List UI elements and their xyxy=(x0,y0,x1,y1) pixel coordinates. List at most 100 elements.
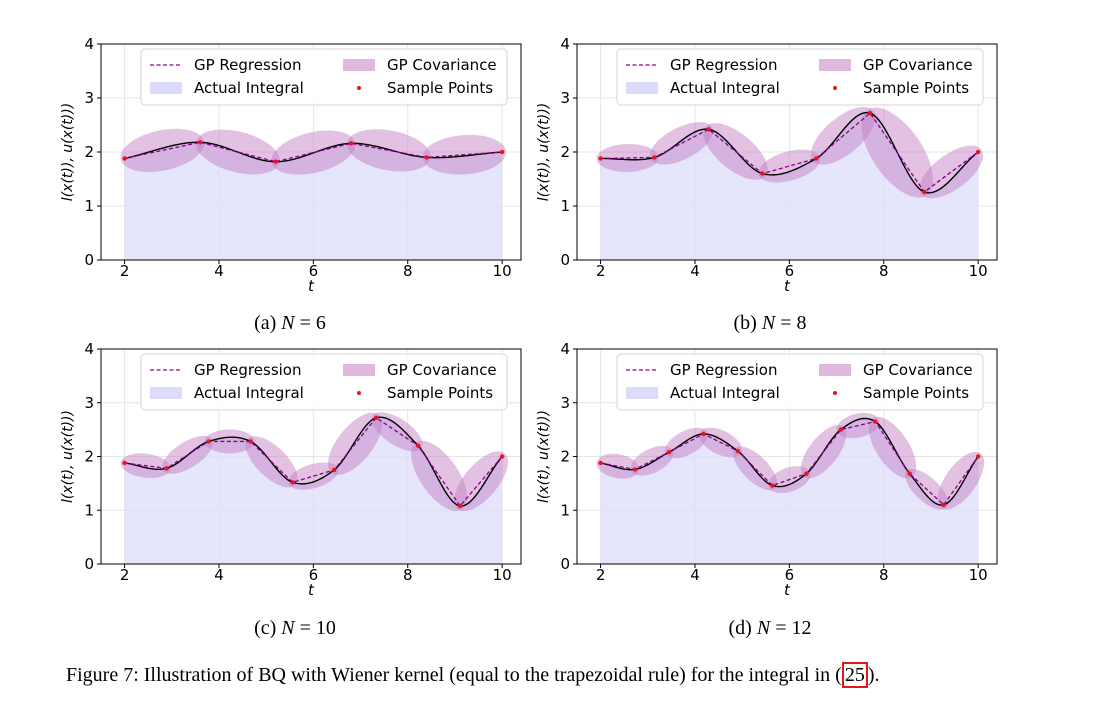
gp-covariance-ellipse-3 xyxy=(347,129,431,172)
legend-label-integral: Actual Integral xyxy=(194,384,304,402)
subcaption-a-eq: = 6 xyxy=(294,312,326,334)
sample-point-7 xyxy=(838,427,843,432)
actual-integral-area xyxy=(600,418,979,564)
sample-point-6 xyxy=(922,189,927,195)
legend-swatch-covariance xyxy=(819,59,851,71)
y-tick-label-4: 4 xyxy=(560,340,570,358)
y-tick-label-4: 4 xyxy=(84,340,94,358)
x-tick-label-3: 8 xyxy=(403,262,413,280)
legend-label-regression: GP Regression xyxy=(670,56,777,74)
y-tick-label-2: 2 xyxy=(560,448,570,466)
subcaption-a-prefix: (a) xyxy=(254,312,277,334)
legend-label-samples: Sample Points xyxy=(387,79,493,97)
y-tick-label-0: 0 xyxy=(560,555,570,573)
sample-point-6 xyxy=(804,471,809,476)
subcaption-b-var: N xyxy=(761,312,776,334)
y-axis-label: l(x(t), u(x(t))) xyxy=(536,410,552,503)
gp-covariance-ellipse-6 xyxy=(919,145,984,199)
legend-label-covariance: GP Covariance xyxy=(863,56,973,74)
legend-label-integral: Actual Integral xyxy=(670,79,780,97)
subcaption-d-eq: = 12 xyxy=(770,617,812,639)
subcaption-d-prefix: (d) xyxy=(728,617,752,639)
y-axis-label: l(x(t), u(x(t))) xyxy=(60,410,76,503)
gp-covariance-ellipse-0 xyxy=(596,453,640,479)
y-tick-label-3: 3 xyxy=(560,394,570,412)
legend-swatch-covariance xyxy=(343,364,375,376)
gp-covariance-ellipse-4 xyxy=(288,462,339,490)
sample-point-4 xyxy=(424,155,429,160)
legend-label-regression: GP Regression xyxy=(670,361,777,379)
y-tick-label-1: 1 xyxy=(84,197,94,215)
legend-swatch-covariance xyxy=(819,364,851,376)
y-tick-label-2: 2 xyxy=(560,143,570,161)
sample-point-3 xyxy=(348,141,354,146)
sample-point-1 xyxy=(632,467,638,472)
y-tick-label-0: 0 xyxy=(84,251,94,269)
chart-panel-a: 2 4 6 8 10 0 1 2 3 4 t l(x(t)), u(x(t))) GP Regressi… xyxy=(60,35,522,295)
legend-label-samples: Sample Points xyxy=(863,79,969,97)
legend: GP Regression GP Covariance Actual Integra… xyxy=(616,48,984,106)
actual-integral-area xyxy=(124,417,503,564)
sample-point-9 xyxy=(907,471,912,476)
y-tick-label-4: 4 xyxy=(560,35,570,53)
sample-point-4 xyxy=(814,156,819,161)
gp-covariance-ellipse-0 xyxy=(120,128,205,172)
subcaption-d: (d) N = 12 xyxy=(670,617,870,640)
legend-label-regression: GP Regression xyxy=(194,361,301,379)
legend-swatch-samples xyxy=(833,86,837,90)
gp-regression-line xyxy=(600,420,979,506)
gp-covariance-ellipse-1 xyxy=(649,122,714,165)
legend-label-samples: Sample Points xyxy=(863,384,969,402)
sample-point-11 xyxy=(975,454,981,459)
sample-point-8 xyxy=(457,503,463,509)
subcaption-b-prefix: (b) xyxy=(733,312,757,334)
gp-regression-line xyxy=(600,112,979,193)
x-axis-label: t xyxy=(784,277,791,295)
x-tick-label-4: 10 xyxy=(493,566,512,584)
y-tick-label-1: 1 xyxy=(560,197,570,215)
legend-label-regression: GP Regression xyxy=(194,56,301,74)
x-tick-label-3: 8 xyxy=(879,566,889,584)
sample-point-2 xyxy=(273,159,278,164)
equation-ref-link[interactable]: 25 xyxy=(841,662,868,688)
y-axis-label: l(x(t)), u(x(t))) xyxy=(60,103,76,201)
legend-swatch-integral xyxy=(150,387,182,399)
y-tick-label-0: 0 xyxy=(84,555,94,573)
x-tick-label-2: 6 xyxy=(309,566,319,584)
sample-point-2 xyxy=(206,439,211,444)
gp-regression-line xyxy=(124,416,503,508)
subcaption-d-var: N xyxy=(756,617,771,639)
x-axis-label: t xyxy=(784,581,791,599)
x-tick-label-1: 4 xyxy=(214,566,224,584)
y-tick-label-1: 1 xyxy=(560,501,570,519)
sample-point-8 xyxy=(873,419,878,424)
sample-point-0 xyxy=(598,460,603,466)
sample-point-4 xyxy=(735,448,741,454)
legend: GP Regression GP Covariance Actual Integra… xyxy=(140,48,508,106)
x-tick-label-3: 8 xyxy=(403,566,413,584)
legend-swatch-integral xyxy=(150,82,182,94)
subcaption-c: (c) N = 10 xyxy=(195,617,395,640)
sample-point-5 xyxy=(331,467,337,473)
sample-point-0 xyxy=(122,156,127,161)
sample-point-5 xyxy=(867,110,873,116)
legend-label-integral: Actual Integral xyxy=(670,384,780,402)
legend-box xyxy=(140,48,508,106)
gp-regression-line xyxy=(124,141,503,163)
x-tick-label-0: 2 xyxy=(120,262,130,280)
legend-label-integral: Actual Integral xyxy=(194,79,304,97)
y-tick-label-1: 1 xyxy=(84,501,94,519)
sample-point-2 xyxy=(706,127,711,132)
subcaption-a-var: N xyxy=(281,312,295,334)
x-axis-label: t xyxy=(308,277,315,295)
legend-swatch-samples xyxy=(357,391,361,395)
y-tick-label-3: 3 xyxy=(84,89,94,107)
y-tick-label-2: 2 xyxy=(84,143,94,161)
x-tick-label-2: 6 xyxy=(785,566,795,584)
subcaption-a: (a) N = 6 xyxy=(190,312,390,335)
sample-point-0 xyxy=(598,156,603,161)
actual-integral-area xyxy=(124,142,503,260)
chart-panel-c: 2 4 6 8 10 0 1 2 3 4 t l(x(t), u(x(t))) GP Regressio… xyxy=(60,340,522,599)
sample-point-3 xyxy=(760,171,765,176)
